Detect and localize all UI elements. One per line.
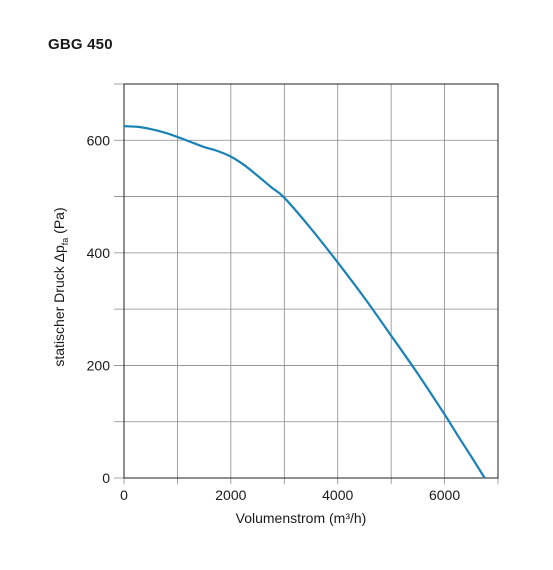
grid [114,83,499,484]
x-tick-label: 6000 [429,487,460,503]
y-axis-label-suffix: (Pa) [51,207,67,237]
series-lines [123,125,486,479]
y-axis-label: statischer Druck Δpfa (Pa) [51,207,70,366]
series-line [123,125,486,479]
x-tick-label: 4000 [322,487,353,503]
y-tick-label: 400 [87,245,111,261]
y-axis-label-prefix: statischer Druck Δp [51,245,67,367]
x-axis-label: Volumenstrom (m³/h) [236,510,367,526]
plot-frame [123,83,499,479]
y-tick-label: 200 [87,357,111,373]
y-tick-label: 600 [87,132,111,148]
tick-labels: 0 2000 4000 6000 0 200 400 600 [87,132,461,503]
chart-title: GBG 450 [48,36,113,53]
y-axis-label-subscript: fa [60,238,70,246]
x-tick-label: 2000 [215,487,246,503]
y-tick-label: 0 [102,470,110,486]
x-tick-label: 0 [120,487,128,503]
